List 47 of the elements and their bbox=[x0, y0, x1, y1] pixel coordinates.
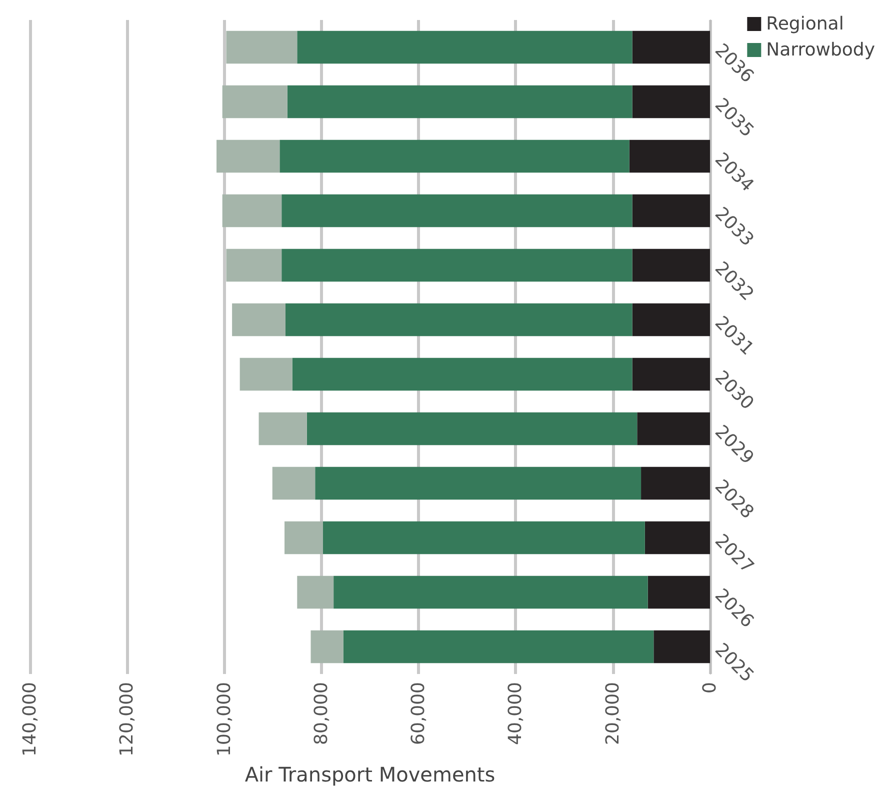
bar bbox=[632, 194, 710, 228]
x-tick-label: 0 bbox=[700, 682, 720, 694]
bar bbox=[629, 140, 710, 173]
bar bbox=[222, 194, 282, 228]
bar bbox=[644, 521, 710, 554]
bar bbox=[654, 630, 710, 664]
x-tick-label: 120,000 bbox=[116, 682, 138, 756]
bar bbox=[632, 30, 710, 64]
bar bbox=[285, 303, 632, 336]
bar bbox=[306, 412, 638, 446]
bar bbox=[216, 140, 280, 173]
bar bbox=[632, 358, 710, 391]
bar bbox=[240, 358, 292, 391]
bar bbox=[632, 85, 710, 118]
x-tick-label: 60,000 bbox=[408, 682, 430, 745]
bar bbox=[641, 466, 710, 500]
bar bbox=[258, 412, 307, 446]
bar bbox=[282, 194, 632, 228]
bar bbox=[632, 303, 710, 336]
bar bbox=[284, 521, 323, 554]
bar bbox=[280, 140, 630, 173]
x-tick-label: 140,000 bbox=[20, 682, 40, 756]
bar bbox=[282, 248, 632, 282]
bar bbox=[632, 248, 710, 282]
x-tick-label: 100,000 bbox=[214, 682, 235, 756]
bar bbox=[310, 630, 344, 664]
bar bbox=[315, 466, 642, 500]
bar bbox=[287, 85, 632, 118]
x-tick-label: 40,000 bbox=[505, 682, 526, 745]
bar bbox=[272, 466, 316, 500]
x-tick-label: 80,000 bbox=[310, 682, 332, 745]
legend-label: Narrowbody bbox=[766, 40, 876, 60]
bar bbox=[226, 248, 282, 282]
bar bbox=[648, 576, 710, 609]
bar bbox=[297, 576, 334, 609]
bar bbox=[637, 412, 710, 446]
bar bbox=[232, 303, 286, 336]
bar bbox=[226, 30, 298, 64]
x-axis-title: Air Transport Movements bbox=[244, 762, 496, 786]
bar bbox=[322, 521, 645, 554]
x-tick-label: 20,000 bbox=[602, 682, 624, 745]
legend-label: Regional bbox=[766, 14, 844, 34]
bar bbox=[292, 358, 632, 391]
bar bbox=[297, 30, 632, 64]
bar bbox=[343, 630, 654, 664]
bar bbox=[334, 576, 648, 609]
bar bbox=[222, 85, 288, 118]
